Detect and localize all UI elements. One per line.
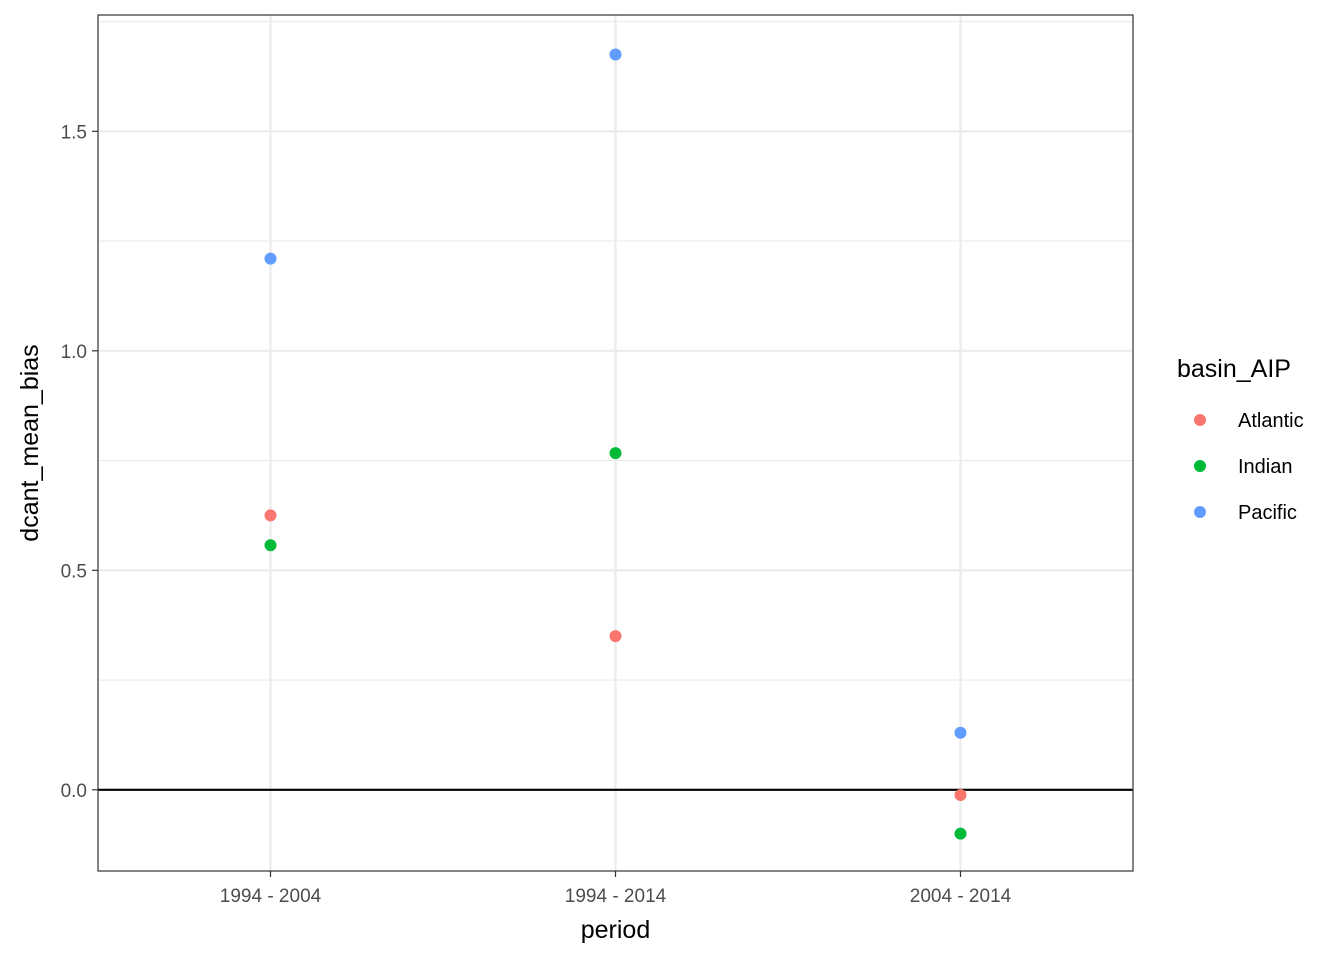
- legend-label-atlantic: Atlantic: [1238, 410, 1304, 432]
- plot-panel: [97, 14, 1134, 872]
- point-atlantic-1: [264, 509, 277, 522]
- point-pacific-2: [609, 48, 622, 61]
- data-points: [264, 48, 967, 840]
- legend-key-indian: [1194, 460, 1206, 472]
- legend-label-pacific: Pacific: [1238, 502, 1297, 524]
- y-axis: 0.0 0.5 1.0 1.5: [61, 122, 98, 802]
- y-tick-label: 1.0: [61, 342, 87, 363]
- x-tick-label: 1994 - 2004: [220, 886, 322, 907]
- legend-title: basin_AIP: [1177, 355, 1291, 383]
- point-pacific-3: [954, 726, 967, 739]
- y-tick-label: 1.5: [61, 122, 87, 143]
- point-indian-3: [954, 827, 967, 840]
- x-tick-label: 1994 - 2014: [565, 886, 667, 907]
- y-tick-label: 0.5: [61, 561, 87, 582]
- point-atlantic-3: [954, 789, 967, 802]
- legend-key-pacific: [1194, 506, 1206, 518]
- legend-key-atlantic: [1194, 414, 1206, 426]
- legend-label-indian: Indian: [1238, 456, 1293, 478]
- legend: basin_AIP Atlantic Indian Pacific: [1177, 355, 1304, 524]
- x-tick-label: 2004 - 2014: [910, 886, 1012, 907]
- legend-items: Atlantic Indian Pacific: [1194, 410, 1304, 524]
- point-indian-2: [609, 447, 622, 460]
- x-axis-title: period: [581, 916, 651, 944]
- y-tick-label: 0.0: [61, 781, 87, 802]
- y-axis-title: dcant_mean_bias: [16, 344, 44, 541]
- point-atlantic-2: [609, 630, 622, 643]
- point-indian-1: [264, 539, 277, 552]
- x-axis: 1994 - 2004 1994 - 2014 2004 - 2014: [220, 871, 1012, 907]
- point-pacific-1: [264, 252, 277, 265]
